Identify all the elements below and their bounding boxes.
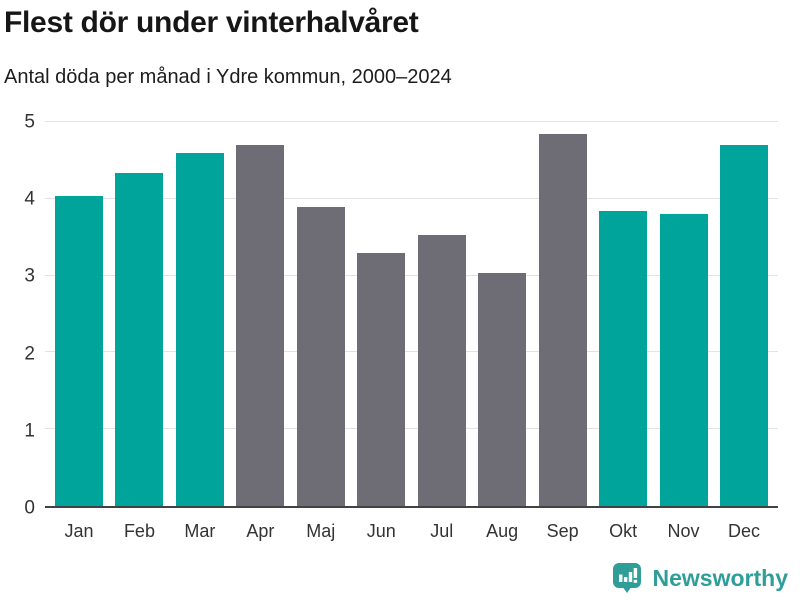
x-axis-label: Okt — [609, 521, 638, 541]
bar-slot: Jun — [357, 122, 406, 541]
bar-maj — [296, 207, 345, 506]
gridline — [45, 121, 778, 122]
chart-title: Flest dör under vinterhalvåret — [4, 6, 419, 39]
y-axis-label: 3 — [24, 265, 35, 287]
gridline — [45, 274, 778, 276]
bar-jun — [357, 253, 406, 506]
x-axis-label: Apr — [246, 521, 275, 541]
bar-slot: Feb — [115, 122, 164, 541]
x-axis-label: Dec — [727, 521, 760, 541]
x-axis-label: Nov — [667, 521, 700, 541]
x-axis-label: Mar — [184, 521, 216, 541]
bar-slot: Mar — [175, 122, 224, 541]
bar-aug — [478, 272, 527, 506]
gridline — [45, 428, 778, 430]
chart-subtitle: Antal döda per månad i Ydre kommun, 2000… — [4, 66, 452, 88]
x-axis-label: Jan — [64, 521, 94, 541]
bar-dec — [719, 145, 768, 506]
x-axis-label: Feb — [123, 521, 155, 541]
gridline — [45, 351, 778, 353]
newsworthy-wordmark: Newsworthy — [652, 564, 788, 591]
bar-slot: Apr — [236, 122, 285, 541]
bar-jul — [417, 234, 466, 506]
bar-mar — [175, 152, 224, 506]
y-axis-labels: 0 1 2 3 4 5 — [0, 113, 38, 518]
newsworthy-logo[interactable]: Newsworthy — [611, 562, 788, 594]
bar-slot: Sep — [538, 122, 587, 541]
bars: Jan Feb Mar Apr Maj Jun Jul Aug Sep Okt Nov Dec — [45, 122, 778, 541]
bar-nov — [659, 214, 708, 506]
y-axis-label: 1 — [24, 420, 35, 442]
x-axis-label: Aug — [486, 521, 519, 541]
newsworthy-bubble-chart-icon — [611, 562, 645, 594]
bar-jan — [55, 195, 103, 506]
y-axis-label: 4 — [24, 188, 35, 210]
bar-slot: Nov — [659, 122, 708, 541]
x-axis-label: Sep — [546, 521, 579, 541]
y-axis-label: 0 — [24, 497, 35, 519]
x-axis-label: Jul — [430, 521, 454, 541]
bar-feb — [115, 173, 164, 506]
gridline — [45, 197, 778, 199]
bar-okt — [599, 211, 648, 506]
y-axis-label: 5 — [24, 111, 35, 133]
bar-slot: Dec — [719, 122, 768, 541]
bar-slot: Okt — [599, 122, 648, 541]
bar-slot: Aug — [478, 122, 527, 541]
bar-slot: Maj — [296, 122, 345, 541]
x-axis-label: Jun — [366, 521, 396, 541]
y-axis-label: 2 — [24, 343, 35, 365]
bar-sep — [538, 133, 587, 506]
plot-area: Jan Feb Mar Apr Maj Jun Jul Aug Sep Okt Nov Dec — [45, 121, 778, 541]
x-axis-label: Maj — [306, 521, 336, 541]
bar-apr — [236, 145, 285, 506]
bar-slot: Jan — [55, 122, 103, 541]
bar-slot: Jul — [417, 122, 466, 541]
